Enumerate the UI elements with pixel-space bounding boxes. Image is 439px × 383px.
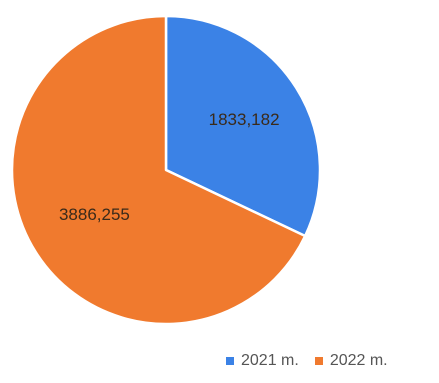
pie-slice-2021 bbox=[164, 14, 322, 238]
data-label-2022: 3886,255 bbox=[59, 205, 130, 224]
legend-label-2021: 2021 m. bbox=[241, 352, 299, 369]
legend: 2021 m. 2022 m. bbox=[226, 352, 388, 370]
legend-label-2022: 2022 m. bbox=[329, 352, 388, 369]
data-label-2021: 1833,182 bbox=[209, 110, 280, 129]
legend-item-2021: 2021 m. bbox=[226, 352, 299, 370]
legend-item-2022: 2022 m. bbox=[314, 352, 388, 370]
pie-slice-2022 bbox=[10, 14, 307, 326]
legend-swatch-2022 bbox=[314, 357, 323, 365]
legend-swatch-2021 bbox=[226, 357, 234, 365]
